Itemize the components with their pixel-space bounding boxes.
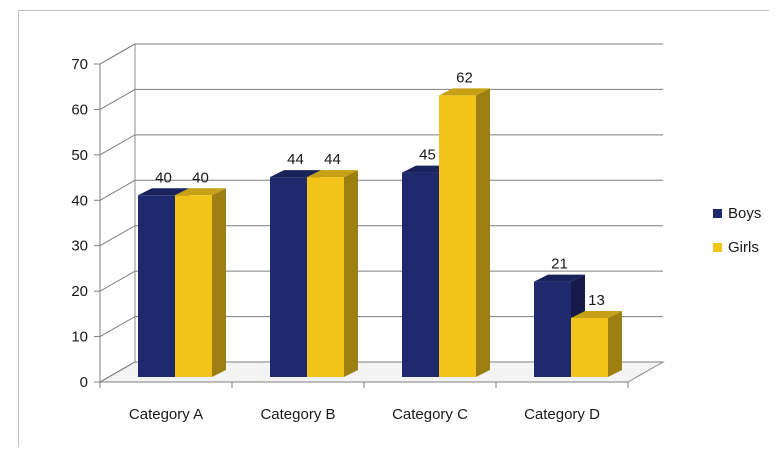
legend-label-girls: Girls [728,238,759,256]
y-tick-label: 40 [71,192,88,209]
y-tick-label: 50 [71,147,88,164]
legend: Boys Girls [713,202,761,270]
bar-girls [307,170,358,377]
gridline [99,88,663,110]
bar-front [571,317,608,377]
data-label: 44 [324,151,341,168]
bar-top [138,188,189,196]
legend-label-boys: Boys [728,204,762,222]
side-wall [99,43,136,383]
bars [138,88,622,377]
bar-girls [175,188,226,377]
bar-girls [571,310,622,377]
bar-side [476,88,490,377]
y-tick-label: 10 [71,329,88,346]
y-tick-label: 30 [71,238,88,255]
bar-top [307,170,358,178]
legend-swatch-girls [713,242,722,252]
bar-front [270,177,307,377]
data-label: 13 [588,292,605,309]
bar-front [138,195,175,377]
bar-front [534,281,571,377]
data-label: 44 [287,151,304,168]
x-axis: Category A Category B Category C Category D [99,381,629,423]
bar-front [175,195,212,377]
data-label: 62 [456,69,473,86]
bar-front [439,95,476,377]
x-tick-label: Category A [129,406,203,423]
chart-frame [18,10,769,447]
bar-front [402,172,439,377]
y-tick-label: 0 [80,374,88,391]
data-label: 21 [551,256,568,273]
x-tick-label: Category D [524,406,600,423]
legend-swatch-boys [713,208,722,218]
bar-top [571,310,622,318]
bar-side [212,188,226,377]
bar-top [270,170,321,178]
gridline [99,134,663,156]
bar-side [344,170,358,377]
legend-item-boys: Boys [713,202,761,224]
x-tick-label: Category B [260,406,335,423]
bar-top [175,188,226,196]
x-tick-label: Category C [392,406,468,423]
legend-item-girls: Girls [713,236,761,258]
y-axis: 0 10 20 30 40 50 60 70 [71,56,101,391]
bar-boys [534,274,585,377]
bar-side [608,310,622,377]
bar-girls [439,88,490,377]
bar-top [439,88,490,96]
y-tick-label: 20 [71,283,88,300]
data-label: 45 [419,147,436,164]
bar-top [534,274,585,282]
y-tick-label: 60 [71,101,88,118]
bar-front [307,177,344,377]
y-tick-label: 70 [71,56,88,73]
data-labels: 40 40 44 44 45 62 21 13 [155,69,605,309]
data-label: 40 [155,169,172,186]
gridline [99,43,663,65]
data-label: 40 [192,169,209,186]
